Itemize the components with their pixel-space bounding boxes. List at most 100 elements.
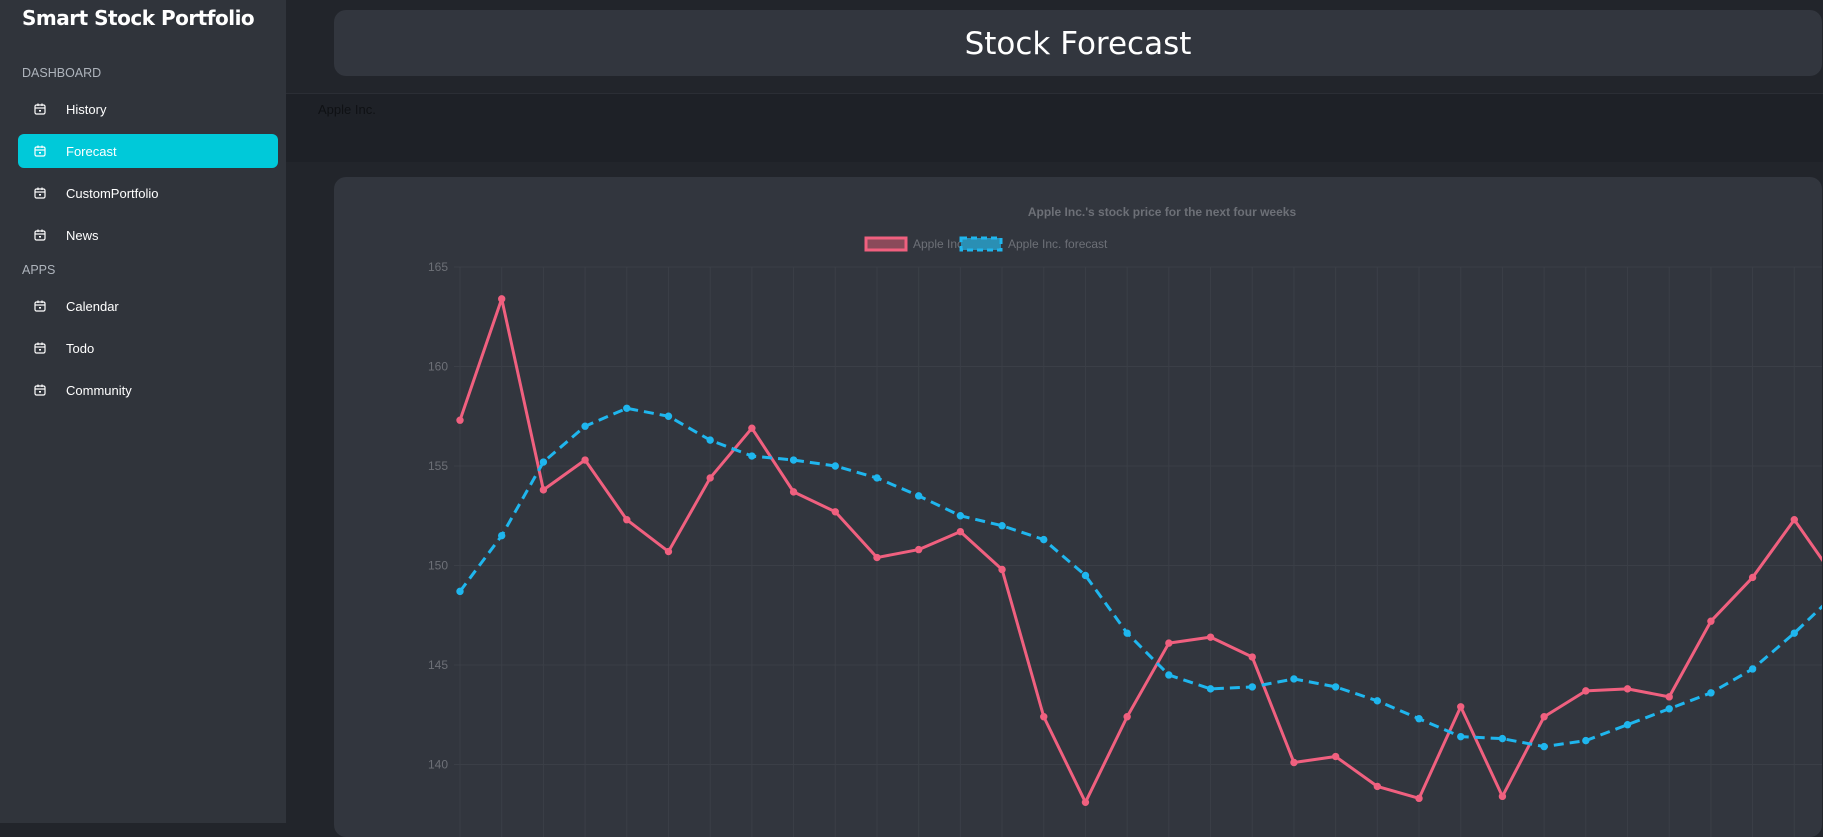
chart-card: Apple Inc.'s stock price for the next fo… [334, 177, 1822, 837]
forecast-data-point [1124, 630, 1130, 636]
legend-label: Apple Inc. forecast [1008, 237, 1108, 251]
forecast-data-point [1499, 735, 1505, 741]
actual-data-point [1082, 799, 1088, 805]
forecast-data-point [540, 459, 546, 465]
y-tick-label: 165 [428, 260, 448, 274]
actual-data-point [582, 457, 588, 463]
actual-data-point [790, 489, 796, 495]
actual-data-point [999, 566, 1005, 572]
forecast-data-point [665, 413, 671, 419]
y-tick-label: 150 [428, 559, 448, 573]
actual-data-point [832, 509, 838, 515]
forecast-data-point [582, 423, 588, 429]
actual-data-point [915, 546, 921, 552]
sidebar-item-history[interactable]: History [18, 92, 278, 126]
actual-data-point [1541, 714, 1547, 720]
actual-data-point [1791, 517, 1797, 523]
forecast-data-point [874, 475, 880, 481]
forecast-data-point [1749, 666, 1755, 672]
forecast-data-point [1249, 684, 1255, 690]
actual-data-point [957, 528, 963, 534]
actual-data-point [1124, 714, 1130, 720]
page-title: Stock Forecast [334, 26, 1822, 62]
legend-swatch [961, 238, 1001, 250]
actual-data-point [1249, 654, 1255, 660]
forecast-data-point [624, 405, 630, 411]
actual-data-point [1458, 704, 1464, 710]
forecast-data-point [1416, 716, 1422, 722]
forecast-data-point [457, 588, 463, 594]
legend-label: Apple Inc. [913, 237, 966, 251]
forecast-data-point [790, 457, 796, 463]
forecast-data-point [915, 493, 921, 499]
actual-data-point [540, 487, 546, 493]
sidebar-item-label: History [66, 102, 106, 117]
forecast-data-point [1708, 690, 1714, 696]
forecast-data-point [1207, 686, 1213, 692]
actual-data-point [1332, 753, 1338, 759]
y-tick-label: 155 [428, 459, 448, 473]
actual-data-point [1583, 688, 1589, 694]
calendar-icon [34, 229, 46, 241]
forecast-series-line [460, 408, 1822, 746]
nav-section-title: APPS [22, 263, 55, 277]
price-chart: Apple Inc.'s stock price for the next fo… [334, 177, 1822, 837]
app-brand[interactable]: Smart Stock Portfolio [22, 6, 254, 30]
sidebar-item-label: Todo [66, 341, 94, 356]
chart-title: Apple Inc.'s stock price for the next fo… [1028, 205, 1297, 219]
actual-data-point [665, 548, 671, 554]
sidebar-item-todo[interactable]: Todo [18, 331, 278, 365]
actual-data-point [498, 296, 504, 302]
actual-data-point [707, 475, 713, 481]
calendar-icon [34, 187, 46, 199]
actual-series-line [460, 299, 1822, 802]
actual-data-point [1499, 793, 1505, 799]
sidebar-item-label: News [66, 228, 99, 243]
forecast-data-point [1583, 737, 1589, 743]
sidebar: Smart Stock Portfolio DASHBOARD History Fo… [0, 0, 286, 823]
forecast-data-point [498, 532, 504, 538]
sidebar-item-customportfolio[interactable]: CustomPortfolio [18, 176, 278, 210]
sidebar-item-news[interactable]: News [18, 218, 278, 252]
actual-data-point [1374, 783, 1380, 789]
forecast-data-point [749, 453, 755, 459]
y-tick-label: 160 [428, 360, 448, 374]
sidebar-item-forecast[interactable]: Forecast [18, 134, 278, 168]
forecast-data-point [1541, 743, 1547, 749]
sidebar-item-community[interactable]: Community [18, 373, 278, 407]
actual-data-point [624, 517, 630, 523]
actual-data-point [1416, 795, 1422, 801]
actual-data-point [1666, 694, 1672, 700]
nav-section-title: DASHBOARD [22, 66, 101, 80]
forecast-data-point [1791, 630, 1797, 636]
calendar-icon [34, 342, 46, 354]
calendar-icon [34, 384, 46, 396]
sidebar-item-calendar[interactable]: Calendar [18, 289, 278, 323]
forecast-data-point [1166, 672, 1172, 678]
forecast-data-point [1666, 706, 1672, 712]
forecast-data-point [1041, 536, 1047, 542]
y-tick-label: 140 [428, 758, 448, 772]
forecast-data-point [832, 463, 838, 469]
company-selector[interactable]: Apple Inc. [286, 94, 1823, 162]
forecast-data-point [1291, 676, 1297, 682]
actual-data-point [1207, 634, 1213, 640]
forecast-data-point [1458, 733, 1464, 739]
forecast-data-point [999, 523, 1005, 529]
actual-data-point [457, 417, 463, 423]
sidebar-item-label: Community [66, 383, 132, 398]
forecast-data-point [707, 437, 713, 443]
sidebar-item-label: Calendar [66, 299, 119, 314]
actual-data-point [1708, 618, 1714, 624]
calendar-icon [34, 145, 46, 157]
calendar-icon [34, 300, 46, 312]
actual-data-point [1291, 759, 1297, 765]
forecast-data-point [1082, 572, 1088, 578]
forecast-data-point [957, 513, 963, 519]
y-tick-label: 145 [428, 658, 448, 672]
forecast-data-point [1332, 684, 1338, 690]
forecast-data-point [1624, 722, 1630, 728]
company-label: Apple Inc. [318, 102, 376, 117]
forecast-data-point [1374, 698, 1380, 704]
legend-swatch [866, 238, 906, 250]
